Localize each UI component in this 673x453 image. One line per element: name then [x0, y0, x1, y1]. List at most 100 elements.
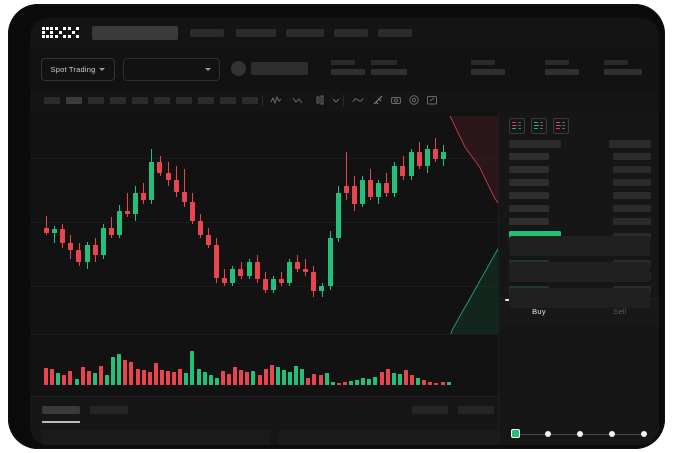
candlestick-chart[interactable] — [30, 112, 498, 334]
timeframe-button[interactable] — [220, 97, 236, 104]
bottom-tab[interactable] — [90, 406, 128, 414]
app-screen: Spot Trading — [30, 18, 659, 445]
volume-bar — [440, 381, 445, 385]
candle — [157, 112, 163, 334]
indicator-icon[interactable] — [270, 94, 282, 106]
volume-bar — [159, 370, 164, 385]
orderbook-ask-row[interactable] — [509, 179, 549, 186]
candle-body — [116, 210, 122, 235]
stepper-dot[interactable] — [609, 430, 615, 437]
order-amount-field[interactable] — [509, 262, 650, 282]
timeframe-button[interactable] — [242, 97, 258, 104]
orderbook-ask-row[interactable] — [509, 153, 549, 160]
search-input[interactable] — [92, 26, 178, 40]
candle — [287, 112, 292, 334]
settings-icon[interactable] — [408, 94, 420, 106]
candle-body — [197, 220, 203, 235]
candle-body — [222, 277, 228, 283]
candle — [222, 112, 228, 334]
candle — [230, 112, 236, 334]
nav-link[interactable] — [378, 29, 412, 37]
candle — [376, 112, 382, 334]
chart-toolbar — [30, 90, 659, 113]
orderbook-ask-row[interactable] — [509, 205, 549, 212]
candle-type-icon[interactable] — [314, 94, 326, 106]
candle-body — [440, 152, 446, 159]
candle-body — [335, 193, 341, 239]
timeframe-button[interactable] — [154, 97, 170, 104]
order-price-field[interactable] — [509, 236, 650, 256]
candle — [44, 112, 49, 334]
candle-body — [214, 244, 220, 278]
stepper-dot[interactable] — [641, 430, 647, 437]
chevron-down-icon[interactable] — [330, 94, 342, 106]
timeframe-button[interactable] — [44, 97, 60, 104]
orderbook-asks-icon[interactable] — [553, 118, 569, 134]
stepper-dot[interactable] — [545, 430, 551, 437]
stat-label — [331, 60, 355, 65]
bottom-panel — [42, 430, 270, 445]
candle-body — [343, 186, 349, 194]
orderbook-ask-row[interactable] — [509, 218, 549, 225]
stepper-dot[interactable] — [577, 430, 583, 437]
candle — [60, 112, 66, 334]
candle-wick — [345, 152, 347, 201]
candle-wick — [54, 226, 56, 244]
order-total-field[interactable] — [509, 288, 650, 308]
candle — [359, 112, 365, 334]
candle-body — [44, 227, 49, 233]
volume-bar — [98, 365, 103, 385]
candle-body — [359, 179, 365, 204]
timeframe-button[interactable] — [176, 97, 192, 104]
camera-icon[interactable] — [390, 94, 402, 106]
candle-body — [230, 269, 236, 283]
sell-tab[interactable]: Sell — [613, 307, 627, 316]
bottom-tab[interactable] — [458, 406, 494, 414]
compare-icon[interactable] — [292, 94, 304, 106]
orderbook-bids-icon[interactable] — [531, 118, 547, 134]
volume-bar — [123, 359, 128, 385]
timeframe-button[interactable] — [88, 97, 104, 104]
candle — [76, 112, 82, 334]
volume-bar — [446, 382, 451, 385]
orderbook-ask-row[interactable] — [509, 192, 549, 199]
orderbook-header-price — [509, 140, 561, 148]
fullscreen-icon[interactable] — [426, 94, 438, 106]
nav-link[interactable] — [286, 29, 324, 37]
nav-link[interactable] — [190, 29, 224, 37]
market-subheader: Spot Trading — [30, 48, 659, 90]
bottom-tab[interactable] — [412, 406, 448, 414]
volume-bar — [391, 373, 396, 385]
candle — [400, 112, 406, 334]
okx-logo[interactable] — [42, 27, 84, 40]
measure-icon[interactable] — [372, 94, 384, 106]
buy-tab[interactable]: Buy — [532, 307, 546, 316]
nav-link[interactable] — [236, 29, 276, 37]
volume-bar — [117, 354, 122, 385]
candle — [311, 112, 317, 334]
candle — [424, 112, 430, 334]
market-mode-selector[interactable]: Spot Trading — [41, 58, 115, 81]
volume-bar — [178, 369, 183, 385]
volume-bar — [410, 375, 414, 385]
trading-pair-selector[interactable] — [123, 58, 220, 81]
timeframe-button[interactable] — [132, 97, 148, 104]
nav-link[interactable] — [334, 29, 368, 37]
active-tab-underline — [42, 421, 80, 423]
candle — [246, 112, 252, 334]
orderbook-both-icon[interactable] — [509, 118, 525, 134]
market-stat — [545, 60, 579, 75]
amount-stepper[interactable] — [509, 428, 650, 440]
bottom-tab[interactable] — [42, 406, 80, 414]
candle-body — [424, 148, 430, 166]
line-chart-icon[interactable] — [352, 94, 364, 106]
volume-bar — [300, 369, 305, 385]
timeframe-button[interactable] — [66, 97, 82, 104]
timeframe-button[interactable] — [110, 97, 126, 104]
candle-body — [327, 238, 333, 287]
candle — [165, 112, 171, 334]
stepper-dot-active[interactable] — [511, 429, 520, 438]
timeframe-button[interactable] — [198, 97, 214, 104]
volume-bar — [92, 373, 97, 385]
orderbook-ask-row[interactable] — [509, 166, 549, 173]
